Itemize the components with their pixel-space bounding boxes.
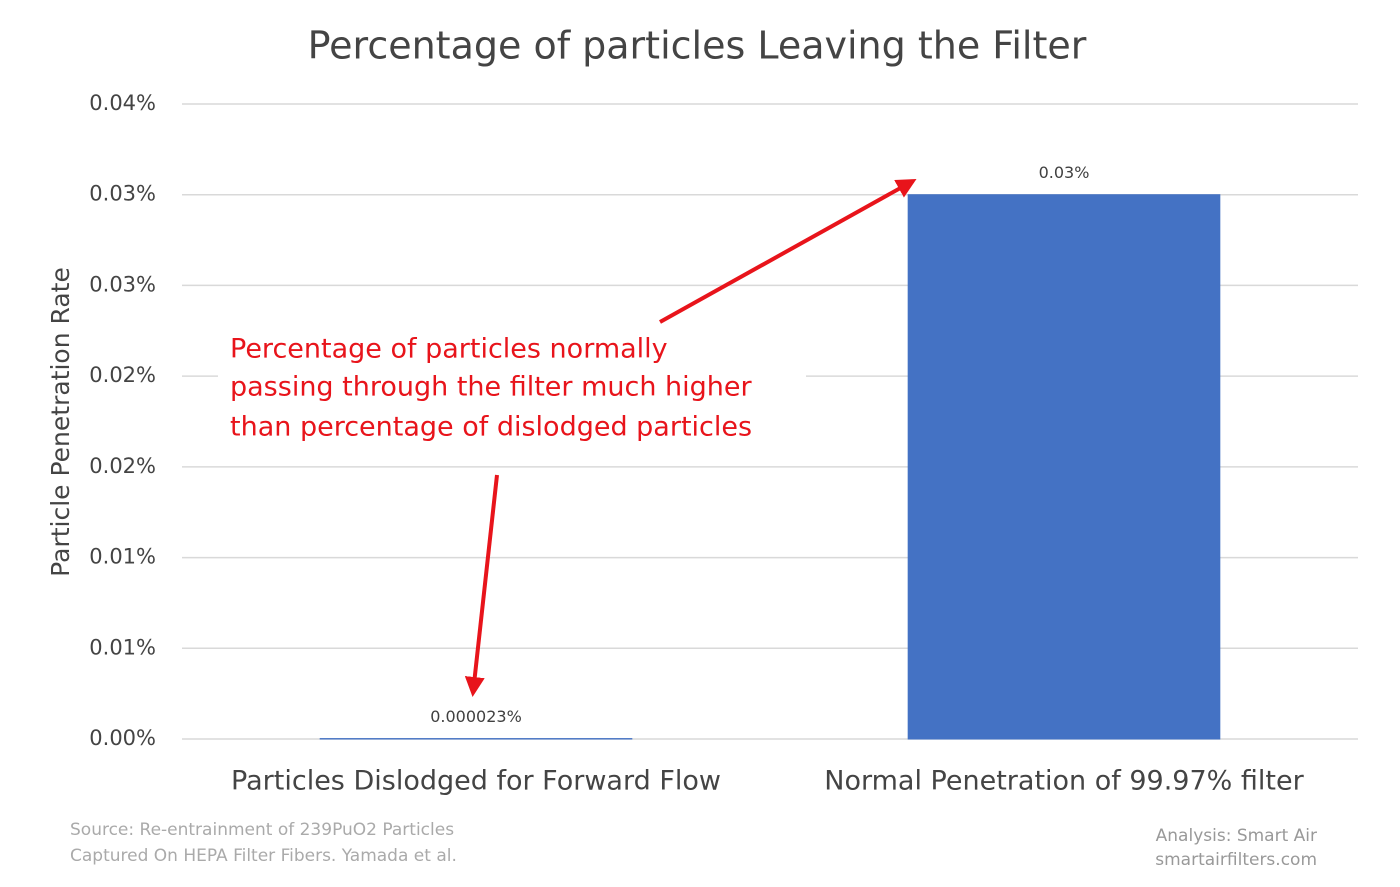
x-tick-label: Particles Dislodged for Forward Flow	[231, 766, 721, 797]
value-label: 0.000023%	[430, 707, 522, 726]
y-axis-label: Particle Penetration Rate	[46, 267, 75, 577]
bars	[319, 194, 1221, 740]
y-tick-label: 0.04%	[89, 91, 156, 115]
annotation: passing through the filter much higher	[230, 372, 753, 403]
bar	[907, 194, 1221, 740]
annotation: than percentage of dislodged particles	[230, 412, 752, 443]
y-tick-label: 0.01%	[89, 545, 156, 569]
y-tick-label: 0.03%	[89, 272, 156, 296]
arrow	[464, 474, 499, 697]
source: Source: Re-entrainment of 239PuO2 Partic…	[70, 820, 454, 840]
y-tick-label: 0.02%	[89, 363, 156, 387]
y-tick-label: 0.01%	[89, 635, 156, 659]
annotation-box	[218, 326, 806, 450]
y-tick-label: 0.03%	[89, 182, 156, 206]
x-tick-label: Normal Penetration of 99.97% filter	[824, 766, 1304, 797]
source: Captured On HEPA Filter Fibers. Yamada e…	[70, 846, 457, 866]
value-label: 0.03%	[1039, 163, 1090, 182]
arrow	[659, 179, 917, 324]
annotation: Percentage of particles normally	[230, 334, 668, 365]
y-tick-label: 0.00%	[89, 726, 156, 750]
credit: Analysis: Smart Air	[1156, 826, 1317, 846]
credit: smartairfilters.com	[1155, 850, 1317, 870]
chart-title: Percentage of particles Leaving the Filt…	[308, 24, 1087, 68]
y-tick-label: 0.02%	[89, 454, 156, 478]
